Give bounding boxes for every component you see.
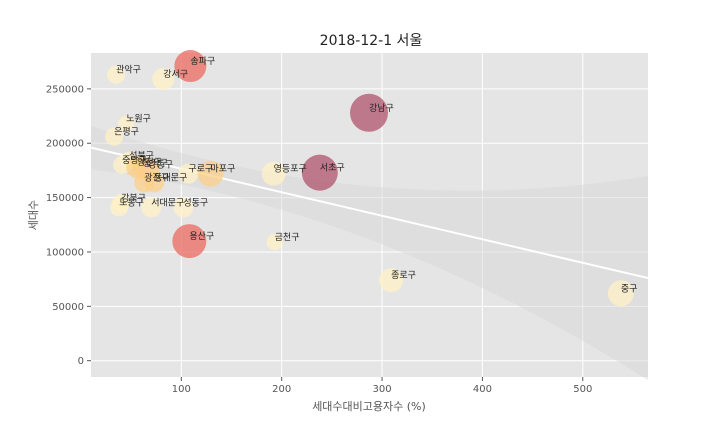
data-point — [178, 163, 199, 184]
data-point — [118, 115, 135, 132]
data-point-label: 종로구 — [391, 270, 416, 281]
x-tick-label: 300 — [372, 384, 391, 395]
data-point-label: 용산구 — [189, 231, 214, 242]
data-point — [197, 160, 224, 187]
y-tick-label: 100000 — [46, 247, 84, 258]
data-point — [174, 50, 207, 83]
data-points — [105, 50, 634, 307]
data-point — [607, 280, 634, 307]
data-point — [141, 197, 162, 218]
y-tick-label: 50000 — [52, 302, 84, 313]
y-axis-label: 세대수 — [27, 200, 40, 230]
confidence-band — [91, 125, 648, 381]
data-point-label: 동대문구 — [154, 172, 187, 183]
data-point — [173, 197, 194, 218]
data-point — [152, 68, 175, 91]
data-point — [144, 172, 165, 193]
y-axis-ticks: 0 50000 100000 150000 200000 250000 — [46, 84, 91, 367]
x-tick-label: 200 — [272, 384, 291, 395]
data-point-label: 도봉구 — [119, 197, 144, 208]
data-point — [107, 65, 126, 84]
y-tick-label: 0 — [78, 356, 84, 367]
data-point-label: 노원구 — [126, 114, 151, 125]
data-point-label: 금천구 — [275, 232, 300, 243]
data-point-label: 중랑구 — [122, 154, 147, 166]
data-point-label: 강북구 — [121, 193, 146, 204]
x-tick-label: 500 — [573, 384, 592, 395]
data-point-label: 성동구 — [183, 197, 208, 208]
x-tick-label: 400 — [473, 384, 492, 395]
data-point — [301, 154, 338, 191]
data-point-label: 서대문구 — [151, 197, 184, 208]
y-tick-label: 250000 — [46, 84, 84, 95]
data-point-label: 양천구 — [137, 157, 162, 168]
data-point — [172, 224, 207, 259]
data-point — [266, 234, 283, 251]
data-point-label: 강서구 — [163, 69, 188, 80]
data-point-label: 서초구 — [320, 163, 345, 174]
data-point-label: 동작구 — [143, 158, 168, 169]
data-point-label: 광진구 — [144, 171, 169, 183]
data-point-label: 관악구 — [116, 64, 141, 76]
data-point — [379, 268, 404, 293]
data-point-label: 성북구 — [129, 151, 154, 162]
chart-title: 2018-12-1 서울 — [320, 33, 423, 49]
data-point — [110, 198, 129, 217]
data-point-label: 은평구 — [114, 127, 139, 138]
data-point-label: 송파구 — [190, 56, 215, 67]
data-point-label: 강남구 — [369, 103, 394, 114]
y-tick-label: 150000 — [46, 193, 84, 204]
x-axis-ticks: 100 200 300 400 500 — [172, 377, 592, 395]
data-point — [261, 161, 286, 186]
x-axis-label: 세대수대비고용자수 (%) — [312, 400, 426, 413]
data-point-label: 중구 — [621, 283, 638, 294]
y-tick-label: 200000 — [46, 139, 84, 150]
x-tick-label: 100 — [172, 384, 191, 395]
data-point-label: 강동구 — [148, 159, 173, 170]
data-point-label: 구로구 — [188, 164, 213, 175]
data-point-label: 마포구 — [210, 164, 235, 175]
confidence-band-area — [91, 125, 648, 381]
data-point-label: 영등포구 — [274, 164, 307, 175]
data-point — [349, 93, 388, 132]
data-point — [105, 127, 124, 146]
